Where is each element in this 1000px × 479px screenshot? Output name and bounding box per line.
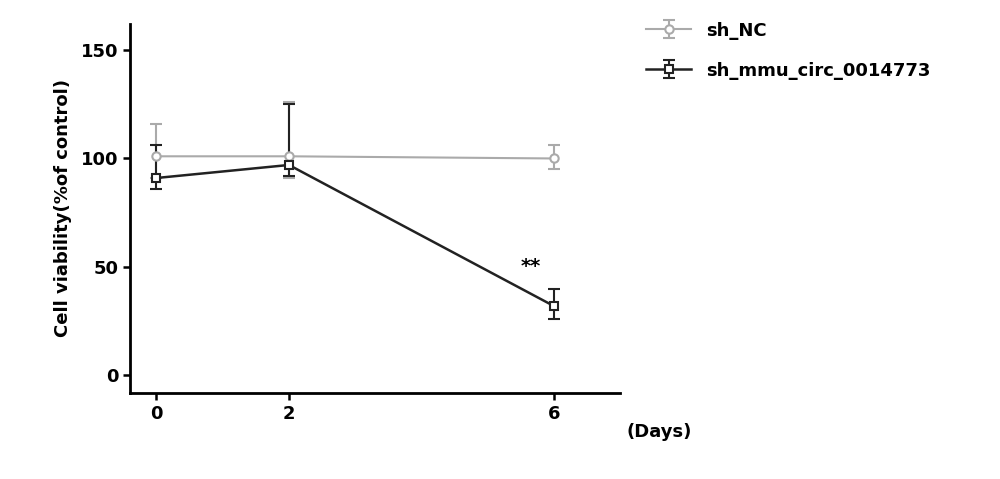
Text: **: ** <box>520 257 541 275</box>
Y-axis label: Cell viability(%of control): Cell viability(%of control) <box>54 80 72 337</box>
Legend: sh_NC, sh_mmu_circ_0014773: sh_NC, sh_mmu_circ_0014773 <box>639 14 937 87</box>
Text: (Days): (Days) <box>627 423 692 441</box>
